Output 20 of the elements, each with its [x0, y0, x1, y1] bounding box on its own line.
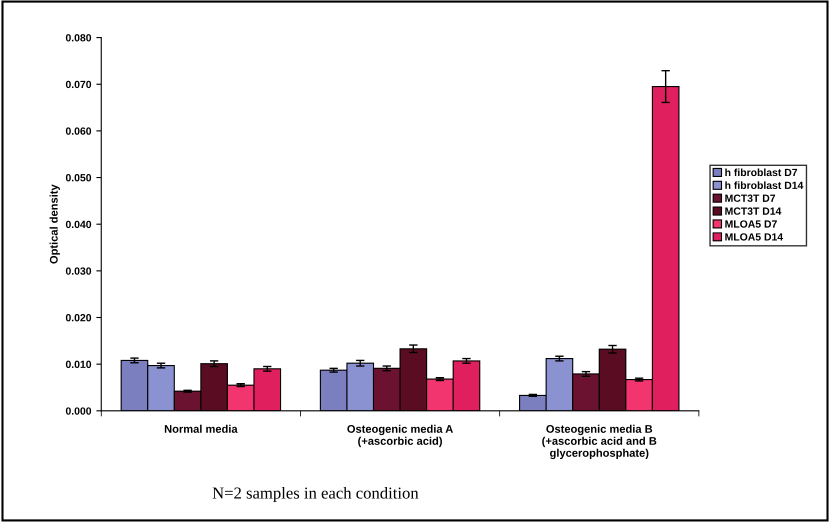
- y-tick-label: 0.030: [66, 267, 92, 275]
- y-tick-label: 0.060: [66, 127, 92, 135]
- y-axis-title: Optical density: [50, 184, 60, 264]
- legend-label: MLOA5 D7: [725, 220, 777, 228]
- legend-label: MCT3T D14: [725, 207, 782, 215]
- y-tick-label: 0.040: [66, 220, 92, 228]
- x-tick-label: Osteogenic media B (+ascorbic acid and B glycerophosphate): [542, 424, 656, 460]
- y-tick-label: 0.010: [66, 360, 92, 368]
- y-tick-label: 0.000: [66, 407, 92, 415]
- y-tick-label: 0.070: [66, 80, 92, 88]
- legend-label: h fibroblast D7: [725, 168, 798, 176]
- y-tick-label: 0.080: [66, 34, 92, 42]
- legend-label: MLOA5 D14: [725, 233, 784, 241]
- x-tick-label: Osteogenic media A (+ascorbic acid): [347, 424, 453, 448]
- y-tick-label: 0.020: [66, 314, 92, 322]
- legend-label: h fibroblast D14: [725, 181, 804, 190]
- x-tick-label: Normal media: [164, 424, 238, 433]
- y-tick-label: 0.050: [66, 174, 92, 182]
- text: N=2 samples in each condition: [212, 486, 418, 502]
- legend-label: MCT3T D7: [725, 194, 776, 202]
